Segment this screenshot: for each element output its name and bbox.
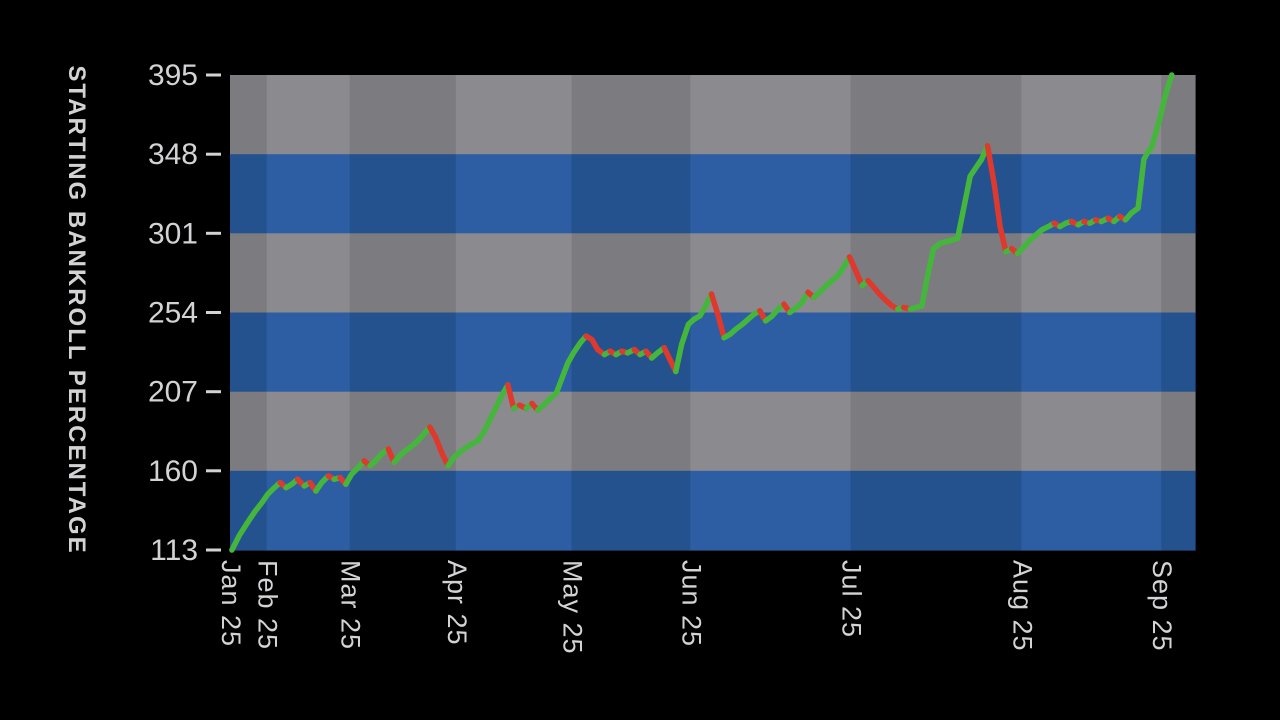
bankroll-line-segment — [535, 333, 589, 413]
bankroll-line-segment — [984, 142, 1009, 255]
grid-cell — [230, 154, 268, 234]
grid-cell — [1161, 312, 1196, 393]
grid-cell — [349, 391, 457, 472]
grid-cell — [850, 312, 1022, 393]
bankroll-line-segment — [907, 142, 991, 312]
grid-cell — [690, 312, 852, 393]
x-tick-label: Apr 25 — [442, 560, 472, 646]
grid-cell — [1021, 233, 1162, 314]
grid-cell — [1161, 233, 1196, 314]
y-tick-label: 160 — [148, 455, 198, 488]
grid-cell — [455, 470, 573, 551]
grid-cell — [850, 470, 1022, 551]
x-tick-label: Sep 25 — [1147, 560, 1177, 652]
bankroll-line-segment — [673, 291, 715, 375]
grid-cell — [455, 75, 573, 155]
grid-cell — [690, 391, 852, 472]
grid-cell — [571, 154, 691, 234]
grid-cell — [266, 75, 351, 155]
grid-cell — [349, 233, 457, 314]
grid-cell — [571, 470, 691, 551]
bankroll-line-segment — [505, 382, 517, 412]
grid-cell — [1021, 470, 1162, 551]
grid-cell — [230, 75, 268, 155]
bankroll-line-segment — [865, 277, 901, 312]
y-tick-label: 301 — [148, 217, 198, 250]
bankroll-line-segment — [445, 382, 511, 469]
bankroll-line-segment — [583, 333, 608, 358]
grid-cell — [266, 391, 351, 472]
grid-cell — [571, 391, 691, 472]
bankroll-line-segment — [427, 424, 451, 469]
bankroll-line-segment — [786, 289, 811, 316]
bankroll-line-segment — [721, 308, 763, 341]
grid-cell — [266, 233, 351, 314]
bankroll-line-segment — [1014, 220, 1057, 257]
grid-cell — [850, 75, 1022, 155]
bankroll-line-segment — [811, 254, 853, 301]
bankroll-line-segment — [391, 424, 433, 466]
grid-cell — [266, 312, 351, 393]
grid-cell — [690, 154, 852, 234]
x-tick-label: Aug 25 — [1007, 560, 1037, 652]
grid-cell — [1021, 75, 1162, 155]
grid-cell — [690, 75, 852, 155]
y-tick-label: 113 — [150, 534, 198, 567]
grid-cell — [349, 312, 457, 393]
bankroll-line-segment — [708, 291, 727, 341]
y-tick-label: 207 — [148, 376, 198, 409]
y-tick-label: 254 — [148, 297, 198, 330]
x-tick-label: May 25 — [558, 560, 588, 655]
grid-cell — [1161, 154, 1196, 234]
grid-cell — [690, 233, 852, 314]
grid-cell — [571, 233, 691, 314]
grid-cell — [230, 312, 268, 393]
x-tick-label: Mar 25 — [336, 560, 366, 650]
bankroll-line-segment — [229, 479, 283, 553]
x-tick-label: Jun 25 — [676, 560, 706, 647]
grid-cell — [230, 391, 268, 472]
grid-cell — [850, 391, 1022, 472]
bankroll-line-segment — [846, 254, 865, 289]
grid-cell — [571, 75, 691, 155]
bankroll-line-segment — [313, 473, 332, 494]
bankroll-line-segment — [648, 345, 668, 361]
grid-cell — [1161, 470, 1196, 551]
bankroll-line-segment — [762, 301, 787, 324]
x-tick-label: Jan 25 — [216, 560, 246, 647]
bankroll-line-segment — [1122, 72, 1175, 223]
grid-cell — [455, 154, 573, 234]
bankroll-line-segment — [343, 457, 367, 488]
y-tick-label: 348 — [148, 138, 198, 171]
grid-cell — [349, 75, 457, 155]
grid-cell — [349, 154, 457, 234]
y-tick-label: 395 — [148, 59, 198, 92]
x-tick-label: Feb 25 — [253, 560, 283, 650]
grid-cell — [1021, 312, 1162, 393]
bankroll-line-segment — [367, 446, 392, 469]
grid-cell — [1021, 391, 1162, 472]
x-tick-label: Jul 25 — [837, 560, 867, 638]
grid-cell — [455, 233, 573, 314]
grid-cell — [1161, 391, 1196, 472]
grid-cell — [266, 154, 351, 234]
grid-cell — [455, 312, 573, 393]
grid-cell — [690, 470, 852, 551]
grid-cell — [230, 233, 268, 314]
grid-cell — [349, 470, 457, 551]
